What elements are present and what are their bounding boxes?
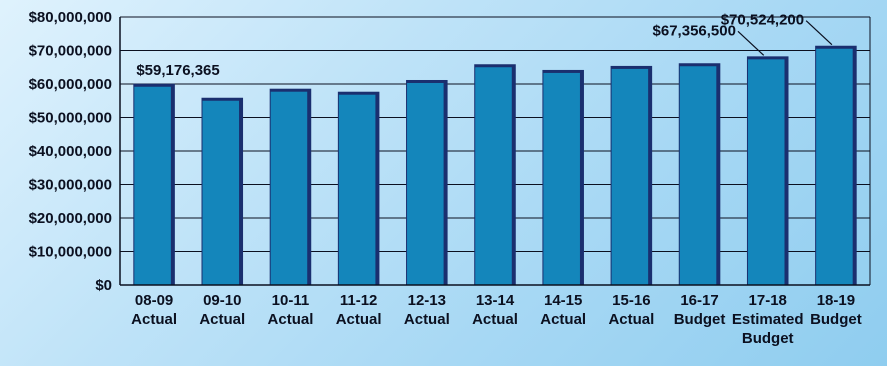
bar: [611, 68, 649, 285]
bar: [134, 86, 171, 285]
label-leader-line: [805, 20, 833, 46]
y-tick-label: $40,000,000: [29, 143, 112, 160]
x-tick-label: 16-17 Budget: [674, 292, 726, 328]
y-tick-label: $50,000,000: [29, 110, 112, 127]
bar: [475, 67, 512, 285]
y-tick-label: $0: [95, 277, 112, 294]
x-tick-label: 15-16 Actual: [608, 292, 654, 328]
y-tick-label: $80,000,000: [29, 9, 112, 26]
x-tick-label: 17-18 Estimated Budget: [732, 292, 804, 347]
x-tick-label: 08-09 Actual: [131, 292, 177, 328]
label-leader-line: [737, 30, 765, 56]
bar: [407, 82, 444, 286]
bar: [747, 59, 785, 285]
y-tick-label: $20,000,000: [29, 210, 112, 227]
data-labels: $59,176,365 $67,356,500$70,524,200: [136, 12, 833, 79]
bar-layer: [133, 45, 857, 286]
x-tick-label: 11-12 Actual: [336, 292, 382, 328]
y-tick-label: $10,000,000: [29, 244, 112, 261]
bar: [816, 48, 853, 286]
y-tick-label: $30,000,000: [29, 177, 112, 194]
y-tick-label: $60,000,000: [29, 76, 112, 93]
bar: [202, 100, 240, 285]
bar: [679, 66, 717, 286]
bar: [543, 72, 580, 285]
y-tick-label: $70,000,000: [29, 43, 112, 60]
bar: [338, 94, 376, 285]
x-tick-label: 12-13 Actual: [404, 292, 450, 328]
axis-layer: [119, 17, 871, 286]
data-label: $70,524,200: [721, 12, 804, 29]
data-label: $59,176,365: [136, 62, 219, 79]
bar: [270, 91, 308, 285]
x-tick-label: 10-11 Actual: [268, 292, 314, 328]
x-tick-label: 14-15 Actual: [540, 292, 586, 328]
data-label: $67,356,500: [653, 22, 736, 39]
x-tick-label: 09-10 Actual: [199, 292, 245, 328]
x-tick-label: 13-14 Actual: [472, 292, 518, 328]
y-tick-labels: $0 $10,000,000 $20,000,000 $30,000,000 $40,0…: [29, 9, 112, 294]
x-tick-labels: 08-09 Actual 09-10 Actual 10-11 Actual 11-12 Ac…: [131, 292, 862, 347]
x-tick-label: 18-19 Budget: [810, 292, 862, 328]
